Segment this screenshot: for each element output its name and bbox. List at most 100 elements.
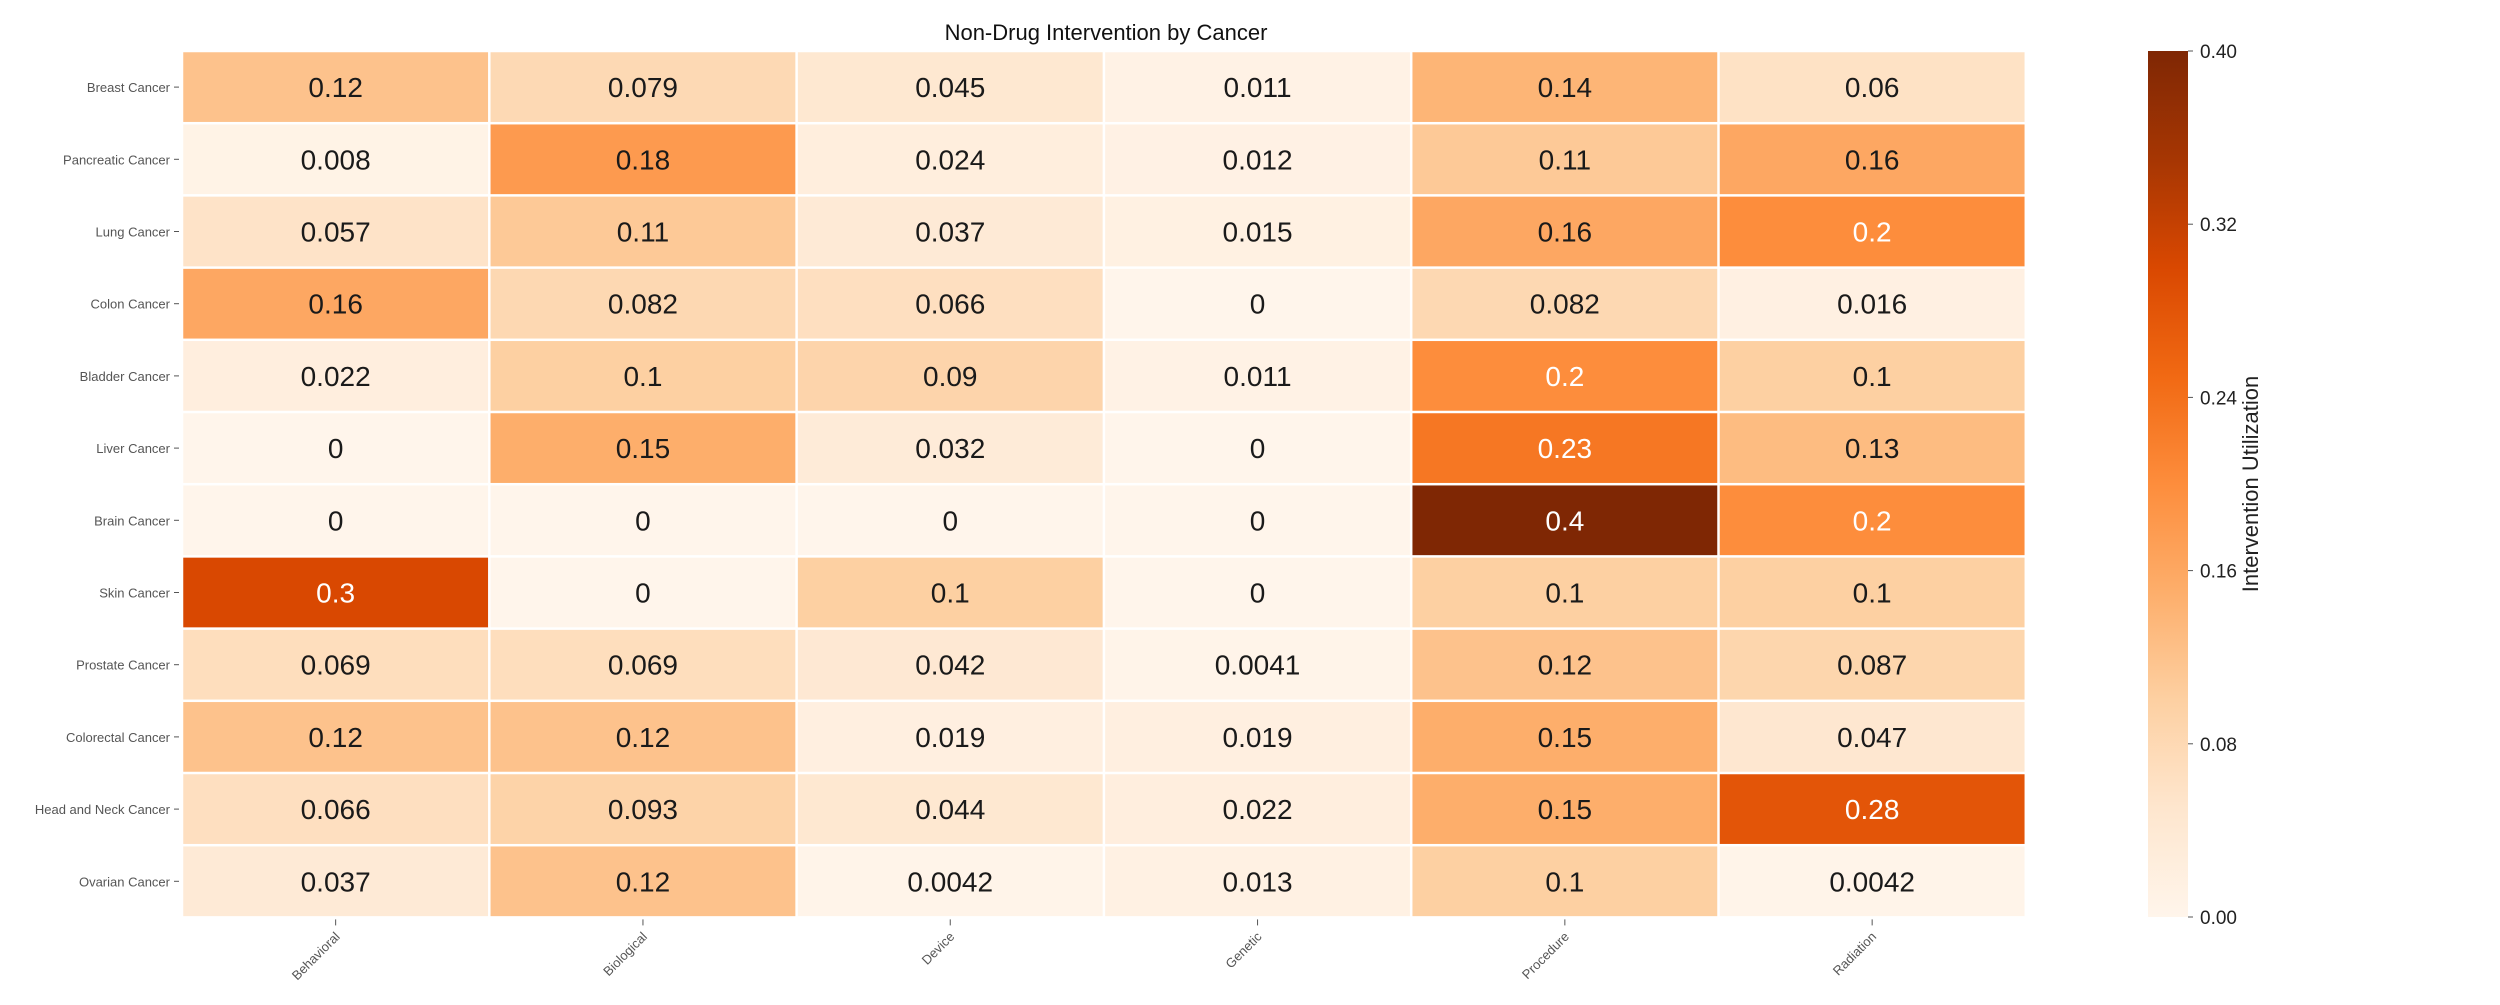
cell-value-label: 0.3: [316, 578, 355, 609]
cell-value-label: 0.019: [915, 722, 985, 753]
cell-value-label: 0.15: [616, 433, 671, 464]
cell-value-label: 0.0042: [1829, 866, 1915, 897]
heatmap-cell: [1719, 846, 2025, 917]
heatmap-cell: [1719, 196, 2025, 267]
row-label: Lung Cancer: [96, 225, 171, 240]
row-label: Colon Cancer: [91, 297, 171, 312]
heatmap-cell: [1412, 485, 1718, 556]
heatmap-cell: [797, 341, 1103, 411]
row-label: Colorectal Cancer: [66, 730, 171, 745]
cell-value-label: 0.066: [301, 794, 371, 825]
column-label: Biological: [600, 929, 650, 979]
cell-value-label: 0.2: [1545, 361, 1584, 392]
colorbar: 0.00 0.08 0.16 0.24 0.32 0.40 Intervention Uti…: [2148, 42, 2263, 929]
cell-value-label: 0.15: [1538, 794, 1593, 825]
cell-value-label: 0.015: [1223, 217, 1293, 248]
heatmap-cell: [797, 124, 1103, 195]
cell-value-label: 0.1: [1853, 361, 1892, 392]
row-label: Prostate Cancer: [76, 658, 171, 673]
row-label: Liver Cancer: [96, 441, 170, 456]
colorbar-tick-label: 0.40: [2200, 42, 2237, 63]
heatmap-cell: [1412, 124, 1718, 195]
row-label: Head and Neck Cancer: [35, 802, 171, 817]
column-axis: Behavioral Biological Device Genetic Procedu…: [289, 919, 1879, 983]
heatmap-cell: [1412, 629, 1718, 700]
heatmap-cell: [1105, 774, 1410, 844]
heatmap-cell: [490, 341, 796, 411]
heatmap-cell: [797, 702, 1103, 772]
cell-value-label: 0.044: [915, 794, 985, 825]
row-label: Skin Cancer: [99, 586, 170, 601]
heatmap-cell: [1105, 341, 1410, 411]
row-label: Pancreatic Cancer: [63, 152, 171, 167]
cell-value-label: 0.012: [1223, 144, 1293, 175]
heatmap-cell: [1719, 485, 2025, 556]
heatmap-cells: 0.12 0.079 0.045 0.011 0.14 0.06 0.008 0.18 0.02…: [183, 52, 2025, 917]
heatmap-cell: [1105, 196, 1410, 267]
heatmap-cell: [1719, 268, 2025, 339]
cell-value-label: 0: [1250, 505, 1266, 536]
cell-value-label: 0.18: [616, 144, 671, 175]
cell-value-label: 0.11: [617, 217, 669, 248]
cell-value-label: 0.042: [915, 650, 985, 681]
heatmap-cell: [490, 196, 796, 267]
cell-value-label: 0.016: [1837, 289, 1907, 320]
heatmap-cell: [183, 557, 489, 628]
column-label: Procedure: [1519, 929, 1572, 982]
heatmap-cell: [183, 268, 489, 339]
heatmap-cell: [1105, 846, 1410, 917]
cell-value-label: 0.13: [1845, 433, 1900, 464]
cell-value-label: 0: [328, 505, 344, 536]
heatmap-cell: [183, 52, 489, 122]
cell-value-label: 0.1: [1545, 866, 1584, 897]
heatmap-cell: [183, 413, 489, 483]
cell-value-label: 0.15: [1538, 722, 1593, 753]
heatmap-cell: [490, 52, 796, 122]
cell-value-label: 0.16: [1538, 217, 1593, 248]
colorbar-gradient: [2148, 51, 2188, 917]
heatmap-cell: [1105, 413, 1410, 483]
heatmap-cell: [183, 196, 489, 267]
cell-value-label: 0.069: [301, 650, 371, 681]
row-label: Breast Cancer: [87, 80, 171, 95]
cell-value-label: 0.024: [915, 144, 985, 175]
cell-value-label: 0.082: [1530, 289, 1600, 320]
colorbar-tick-label: 0.00: [2200, 908, 2237, 929]
heatmap-cell: [1719, 124, 2025, 195]
heatmap-cell: [490, 413, 796, 483]
heatmap-cell: [797, 268, 1103, 339]
cell-value-label: 0: [1250, 289, 1266, 320]
heatmap-cell: [1412, 702, 1718, 772]
heatmap-cell: [183, 124, 489, 195]
cell-value-label: 0.1: [623, 361, 662, 392]
cell-value-label: 0.037: [915, 217, 985, 248]
cell-value-label: 0.013: [1223, 866, 1293, 897]
heatmap-cell: [797, 413, 1103, 483]
cell-value-label: 0.037: [301, 866, 371, 897]
heatmap-cell: [183, 702, 489, 772]
cell-value-label: 0.2: [1853, 217, 1892, 248]
cell-value-label: 0.047: [1837, 722, 1907, 753]
column-label: Device: [919, 929, 958, 968]
row-axis: Breast Cancer Pancreatic Cancer Lung Cance…: [35, 80, 179, 889]
cell-value-label: 0.057: [301, 217, 371, 248]
heatmap-cell: [490, 124, 796, 195]
heatmap-cell: [797, 629, 1103, 700]
cell-value-label: 0.12: [1538, 650, 1593, 681]
heatmap-cell: [1412, 268, 1718, 339]
heatmap-cell: [490, 629, 796, 700]
heatmap-cell: [1412, 846, 1718, 917]
cell-value-label: 0.28: [1845, 794, 1900, 825]
heatmap-cell: [1719, 774, 2025, 844]
cell-value-label: 0.23: [1538, 433, 1593, 464]
cell-value-label: 0.079: [608, 72, 678, 103]
cell-value-label: 0.06: [1845, 72, 1900, 103]
heatmap-cell: [1105, 124, 1410, 195]
cell-value-label: 0.093: [608, 794, 678, 825]
heatmap-cell: [1412, 557, 1718, 628]
heatmap-cell: [797, 774, 1103, 844]
cell-value-label: 0.16: [1845, 144, 1900, 175]
cell-value-label: 0.11: [1539, 144, 1591, 175]
cell-value-label: 0.0042: [907, 866, 993, 897]
heatmap-cell: [183, 846, 489, 917]
